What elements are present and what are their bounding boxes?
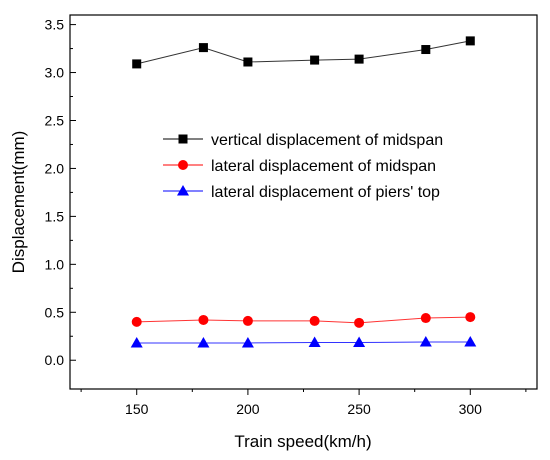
x-tick-label: 300 (459, 401, 483, 417)
legend: vertical displacement of midspan lateral … (163, 132, 443, 201)
plot-frame (69, 14, 538, 390)
x-tick-label: 250 (347, 401, 371, 417)
y-axis-title: Displacement(mm) (9, 131, 28, 274)
legend-label-2: lateral displacement of midspan (211, 158, 436, 175)
y-tick-label: 1.5 (45, 208, 65, 224)
y-tick-label: 3.0 (45, 65, 65, 81)
data-point-1 (354, 54, 364, 64)
x-tick-label: 200 (236, 401, 260, 417)
legend-marker-3 (177, 185, 189, 196)
legend-marker-2 (178, 160, 188, 170)
data-point-2 (131, 316, 142, 327)
data-point-1 (421, 45, 431, 55)
series-line-3 (136, 341, 471, 344)
y-tick-label: 0.5 (45, 304, 65, 320)
data-point-2 (465, 312, 476, 323)
legend-label-3: lateral displacement of piers' top (211, 184, 440, 201)
data-point-2 (420, 313, 431, 324)
data-point-3 (353, 336, 366, 347)
data-point-3 (130, 336, 143, 348)
legend-label-1: vertical displacement of midspan (211, 132, 443, 149)
data-point-3 (197, 336, 210, 348)
data-point-1 (132, 59, 142, 69)
x-axis-title: Train speed(km/h) (234, 432, 371, 451)
y-tick-label: 2.0 (45, 160, 65, 176)
data-point-2 (309, 315, 320, 326)
legend-marker-1 (178, 134, 188, 144)
data-point-2 (242, 315, 253, 326)
data-point-1 (243, 57, 253, 67)
y-tick-label: 2.5 (45, 112, 65, 128)
data-point-3 (308, 336, 321, 347)
data-point-1 (198, 43, 208, 53)
y-tick-label: 0.0 (45, 352, 65, 368)
data-point-3 (241, 336, 254, 348)
data-point-1 (465, 36, 475, 46)
y-tick-label: 1.0 (45, 256, 65, 272)
series-line-1 (136, 40, 471, 65)
data-point-2 (354, 317, 365, 328)
series-line-2 (136, 316, 471, 324)
data-point-1 (310, 55, 320, 65)
data-point-3 (464, 336, 477, 347)
data-point-2 (198, 314, 209, 325)
y-tick-label: 3.5 (45, 17, 65, 33)
x-tick-label: 150 (125, 401, 149, 417)
data-point-3 (419, 336, 432, 347)
